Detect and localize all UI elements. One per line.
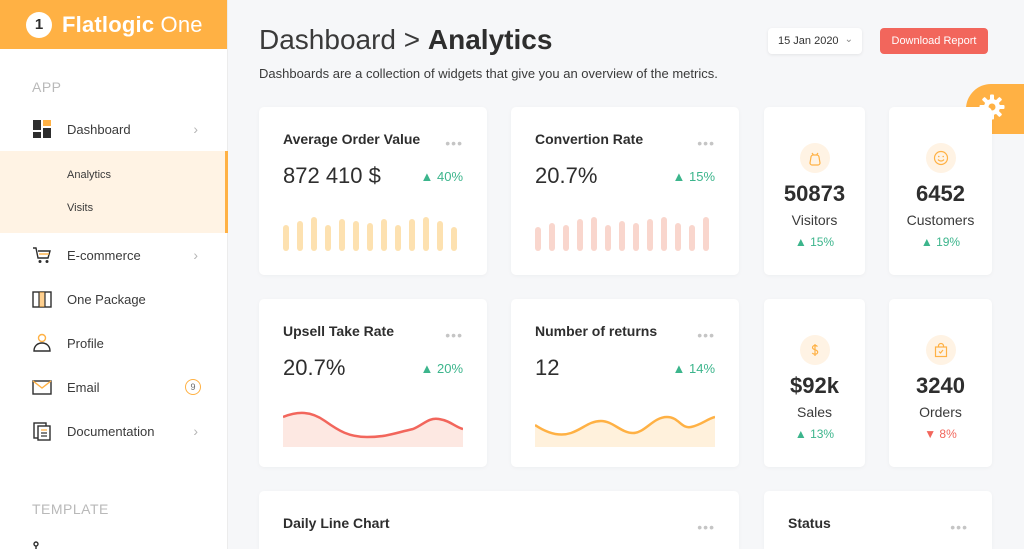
stat-delta: ▲ 19% <box>920 235 961 249</box>
package-icon <box>32 289 52 309</box>
breadcrumb-parent[interactable]: Dashboard > <box>259 24 428 55</box>
sidebar-item-label: One Package <box>67 291 146 307</box>
document-icon <box>32 421 52 441</box>
stat-card-sales: $92k Sales ▲ 13% <box>764 299 865 467</box>
bar-sparkline <box>283 217 457 251</box>
stat-label: Sales <box>796 404 833 420</box>
sidebar-subnav: Analytics Visits <box>0 151 228 233</box>
smile-icon <box>925 143 956 173</box>
more-options-icon[interactable]: ••• <box>697 327 715 343</box>
more-options-icon[interactable]: ••• <box>445 135 463 151</box>
bag-icon <box>799 143 830 173</box>
stat-value: 3240 <box>916 373 965 398</box>
more-options-icon[interactable]: ••• <box>445 327 463 343</box>
stat-label: Customers <box>906 212 975 228</box>
stat-label: Visitors <box>791 212 838 228</box>
email-count-badge: 9 <box>185 379 201 395</box>
brand-name-light: One <box>154 11 203 37</box>
card-average-order-value: Average Order Value ••• 872 410 $ ▲ 40% <box>259 107 487 275</box>
sidebar-item-dashboard[interactable]: Dashboard › <box>0 114 228 144</box>
download-report-button[interactable]: Download Report <box>880 28 988 54</box>
chevron-right-icon: › <box>193 423 198 439</box>
cart-icon <box>32 245 52 265</box>
sidebar-subitem-visits[interactable]: Visits <box>67 202 94 214</box>
brand-logo: 1 <box>26 11 52 38</box>
more-options-icon[interactable]: ••• <box>697 135 715 151</box>
more-options-icon[interactable]: ••• <box>697 519 715 535</box>
card-delta: ▲ 15% <box>672 169 716 184</box>
card-number-of-returns: Number of returns ••• 12 ▲ 14% <box>511 299 739 467</box>
card-value: 20.7% <box>283 355 346 380</box>
profile-icon <box>32 333 52 353</box>
sidebar-item-ecommerce[interactable]: E-commerce › <box>0 240 228 270</box>
branch-icon <box>32 540 52 549</box>
chevron-right-icon: › <box>193 121 198 137</box>
brand-name: Flatlogic One <box>62 12 203 38</box>
sidebar-item-partial[interactable] <box>0 535 228 549</box>
sidebar-item-email[interactable]: Email 9 <box>0 372 228 402</box>
chevron-down-icon: ⌄ <box>844 34 853 45</box>
sidebar-item-label: Documentation <box>67 423 155 439</box>
sidebar-item-documentation[interactable]: Documentation › <box>0 416 228 446</box>
stat-card-customers: 6452 Customers ▲ 19% <box>889 107 992 275</box>
section-label-app: APP <box>32 79 62 95</box>
more-options-icon[interactable]: ••• <box>950 519 968 535</box>
stat-delta: ▼ 8% <box>924 427 957 441</box>
stat-label: Orders <box>919 404 962 420</box>
sidebar-item-label: Profile <box>67 335 104 351</box>
stat-delta: ▲ 13% <box>794 427 835 441</box>
page-title: Dashboard > Analytics <box>259 24 552 56</box>
card-delta: ▲ 20% <box>420 361 464 376</box>
bar-sparkline <box>535 217 709 251</box>
sidebar-item-one-package[interactable]: One Package <box>0 284 228 314</box>
date-select-value: 15 Jan 2020 <box>778 35 839 47</box>
sidebar-item-label: Dashboard <box>67 121 131 137</box>
sidebar-item-label: Email <box>67 379 100 395</box>
brand-logo-char: 1 <box>34 16 44 33</box>
stat-delta: ▲ 15% <box>794 235 835 249</box>
card-convertion-rate: Convertion Rate ••• 20.7% ▲ 15% <box>511 107 739 275</box>
sidebar-subitem-analytics[interactable]: Analytics <box>67 169 112 181</box>
card-upsell-take-rate: Upsell Take Rate ••• 20.7% ▲ 20% <box>259 299 487 467</box>
mail-icon <box>32 377 52 397</box>
card-daily-line-chart: Daily Line Chart ••• <box>259 491 739 549</box>
dashboard-icon <box>32 119 52 139</box>
shopping-bag-icon <box>925 335 956 365</box>
brand-name-bold: Flatlogic <box>62 11 155 37</box>
stat-card-visitors: 50873 Visitors ▲ 15% <box>764 107 865 275</box>
card-title: Upsell Take Rate <box>283 323 395 339</box>
chevron-right-icon: › <box>193 247 198 263</box>
stat-value: 50873 <box>783 181 846 206</box>
date-select[interactable]: 15 Jan 2020 ⌄ <box>768 28 862 54</box>
line-sparkline <box>283 411 463 447</box>
card-delta: ▲ 40% <box>420 169 464 184</box>
card-title: Daily Line Chart <box>283 515 390 531</box>
card-title: Number of returns <box>535 323 658 339</box>
section-label-template: TEMPLATE <box>32 501 109 517</box>
breadcrumb-current: Analytics <box>427 24 553 55</box>
sidebar-item-label: E-commerce <box>67 247 141 263</box>
brand-header[interactable]: 1 Flatlogic One <box>0 0 227 49</box>
sidebar-item-profile[interactable]: Profile <box>0 328 228 358</box>
card-title: Convertion Rate <box>535 131 644 147</box>
card-title: Average Order Value <box>283 131 421 147</box>
sidebar: 1 Flatlogic One APP Dashboard › Analytic… <box>0 0 228 549</box>
dollar-icon <box>799 335 830 365</box>
card-delta: ▲ 14% <box>672 361 716 376</box>
card-title: Status <box>788 515 831 531</box>
page-subtitle: Dashboards are a collection of widgets t… <box>259 66 718 81</box>
card-value: 12 <box>535 355 560 380</box>
stat-value: 6452 <box>916 181 965 206</box>
stat-value: $92k <box>790 373 839 398</box>
card-value: 872 410 $ <box>283 163 381 188</box>
card-value: 20.7% <box>535 163 598 188</box>
card-status: Status ••• <box>764 491 992 549</box>
line-sparkline <box>535 415 715 447</box>
stat-card-orders: 3240 Orders ▼ 8% <box>889 299 992 467</box>
